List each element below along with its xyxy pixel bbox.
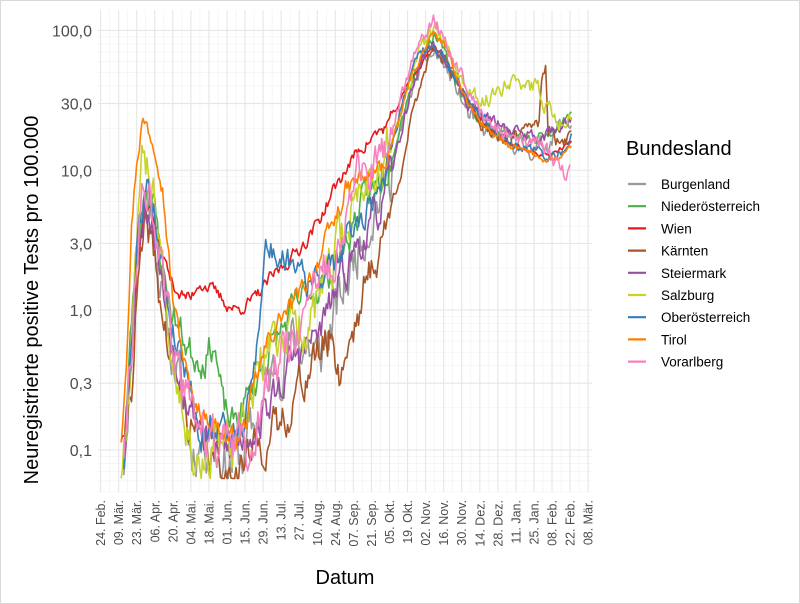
legend-label: Kärnten bbox=[661, 244, 708, 259]
x-tick-label: 18. Mai. bbox=[202, 500, 216, 544]
x-tick-label: 28. Dez. bbox=[491, 500, 505, 547]
x-axis-ticks: 24. Feb. 09. Mär. 23. Mär. 06. Apr. 20. Apr.… bbox=[94, 500, 596, 547]
y-tick-label: 10,0 bbox=[61, 163, 92, 180]
y-tick-label: 1,0 bbox=[70, 303, 92, 320]
x-tick-label: 11. Jan. bbox=[509, 500, 523, 544]
series-line-oberösterreich bbox=[123, 44, 573, 470]
x-axis-title: Datum bbox=[316, 567, 375, 589]
x-tick-label: 07. Sep. bbox=[347, 500, 361, 547]
legend-label: Salzburg bbox=[661, 288, 714, 303]
y-tick-label: 30,0 bbox=[61, 97, 92, 114]
series-line-vorarlberg bbox=[123, 14, 571, 472]
legend-label: Vorarlberg bbox=[661, 355, 723, 370]
legend-label: Steiermark bbox=[661, 266, 727, 281]
legend-label: Burgenland bbox=[661, 177, 730, 192]
x-tick-label: 08. Mär. bbox=[582, 500, 596, 545]
legend-label: Tirol bbox=[661, 332, 687, 347]
legend-label: Oberösterreich bbox=[661, 310, 750, 325]
x-tick-label: 24. Feb. bbox=[94, 500, 108, 546]
x-tick-label: 19. Okt. bbox=[401, 500, 415, 544]
x-tick-label: 24. Aug. bbox=[329, 500, 343, 546]
grid bbox=[98, 10, 592, 493]
y-axis-title: Neuregistrierte positive Tests pro 100.0… bbox=[21, 116, 43, 485]
x-tick-label: 25. Jan. bbox=[527, 500, 541, 544]
plot-panel bbox=[98, 10, 592, 492]
legend-label: Niederösterreich bbox=[661, 199, 760, 214]
y-tick-label: 100,0 bbox=[52, 23, 92, 40]
x-tick-label: 27. Jul. bbox=[293, 500, 307, 540]
legend: Bundesland Burgenland Niederösterreich Wie… bbox=[626, 138, 760, 370]
x-tick-label: 21. Sep. bbox=[365, 500, 379, 547]
x-tick-label: 13. Jul. bbox=[275, 500, 289, 540]
series-lines bbox=[120, 14, 573, 480]
x-tick-label: 30. Nov. bbox=[455, 500, 469, 546]
legend-title: Bundesland bbox=[626, 138, 732, 160]
x-tick-label: 20. Apr. bbox=[166, 500, 180, 542]
x-tick-label: 05. Okt. bbox=[383, 500, 397, 544]
x-tick-label: 01. Jun. bbox=[220, 500, 234, 544]
y-tick-label: 3,0 bbox=[70, 236, 92, 253]
x-tick-label: 06. Apr. bbox=[148, 500, 162, 542]
x-tick-label: 04. Mai. bbox=[184, 500, 198, 544]
x-tick-label: 15. Jun. bbox=[239, 500, 253, 544]
x-tick-label: 14. Dez. bbox=[473, 500, 487, 547]
x-tick-label: 08. Feb. bbox=[546, 500, 560, 546]
x-tick-label: 02. Nov. bbox=[419, 500, 433, 546]
x-tick-label: 10. Aug. bbox=[311, 500, 325, 546]
legend-label: Wien bbox=[661, 221, 692, 236]
y-tick-label: 0,1 bbox=[70, 443, 92, 460]
x-tick-label: 16. Nov. bbox=[437, 500, 451, 546]
x-tick-label: 22. Feb. bbox=[564, 500, 578, 546]
x-tick-label: 29. Jun. bbox=[257, 500, 271, 544]
series-line-tirol bbox=[120, 30, 573, 450]
x-tick-label: 23. Mär. bbox=[130, 500, 144, 545]
y-axis-ticks: 0,1 0,3 1,0 3,0 10,0 30,0 100,0 bbox=[52, 23, 92, 459]
y-tick-label: 0,3 bbox=[70, 376, 92, 393]
x-tick-label: 09. Mär. bbox=[112, 500, 126, 545]
